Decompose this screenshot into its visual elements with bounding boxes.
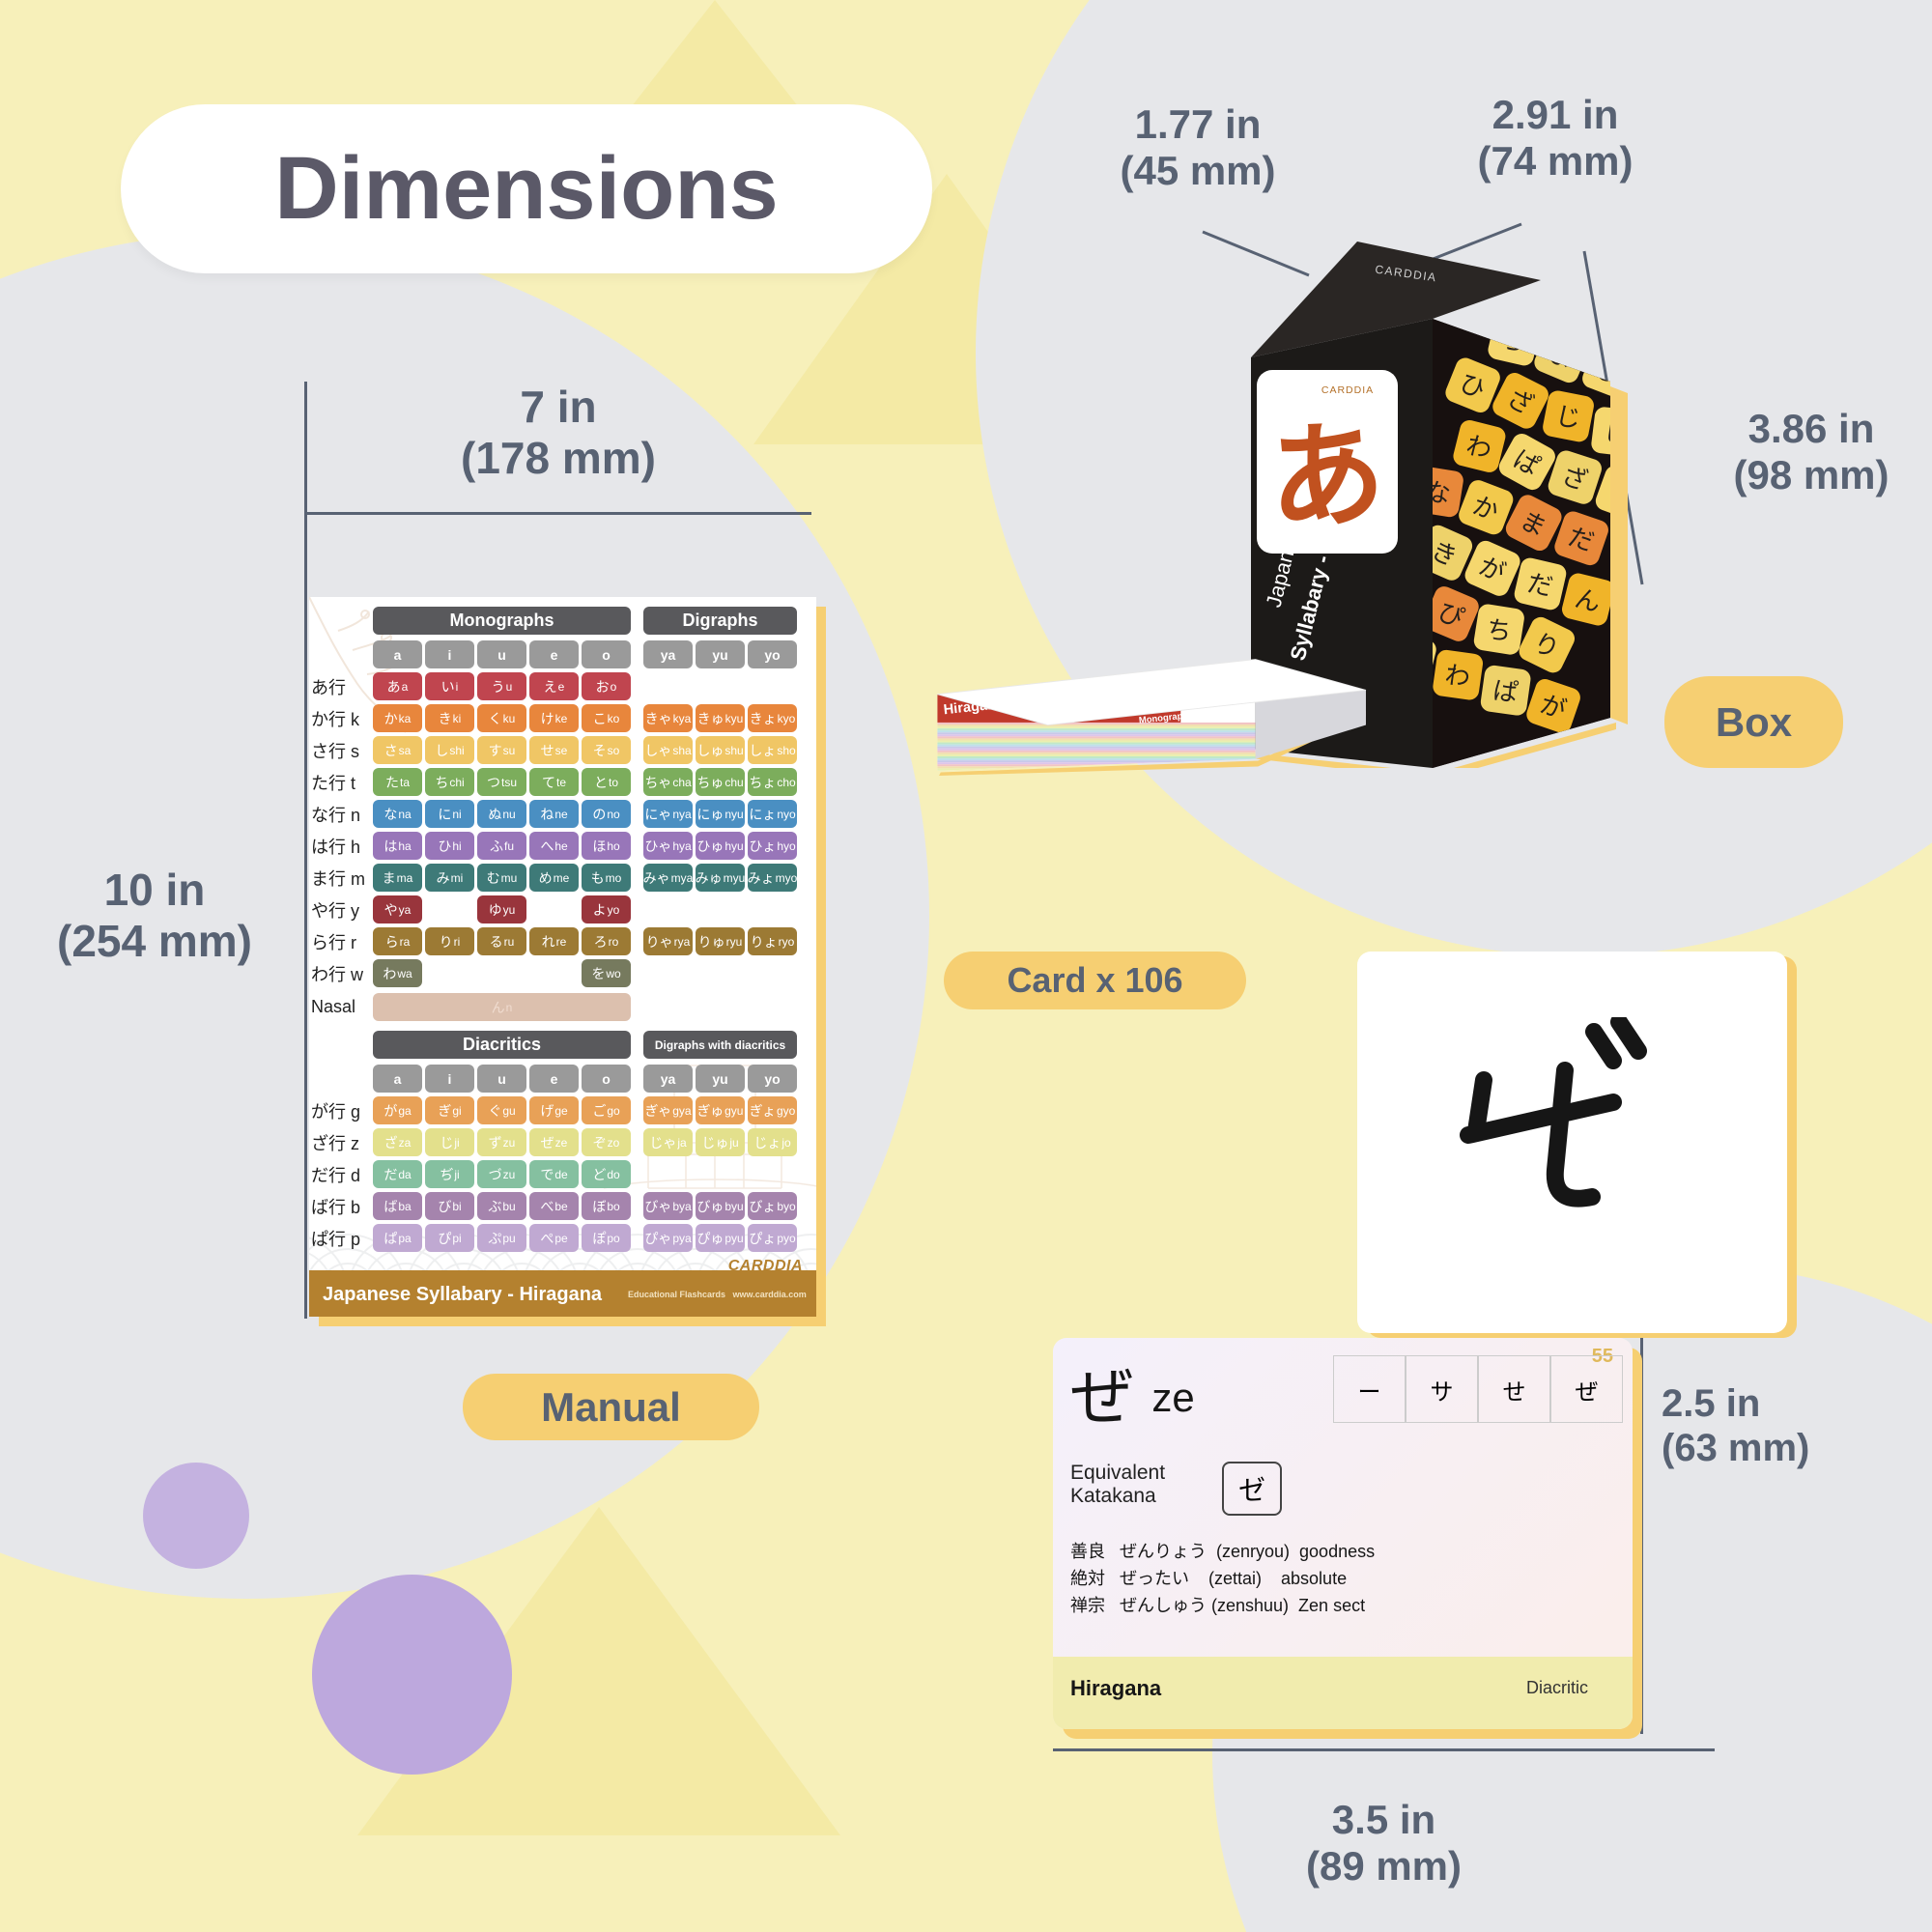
svg-text:な: な	[1537, 276, 1572, 313]
svg-text:あ: あ	[1264, 409, 1389, 546]
svg-text:に: に	[1634, 308, 1657, 344]
svg-text:Katakana: Katakana	[1069, 569, 1102, 581]
svg-text:ざ: ざ	[1641, 370, 1657, 404]
svg-text:ぱ: ぱ	[1588, 295, 1617, 327]
svg-text:ア: ア	[1121, 583, 1133, 598]
svg-text:あ a: あ a	[1000, 586, 1055, 622]
svg-text:Kanji: Kanji	[1193, 578, 1212, 588]
svg-text:CARDDIA: CARDDIA	[1321, 384, 1374, 396]
svg-text:Equivalent: Equivalent	[1069, 560, 1106, 572]
svg-text:わ: わ	[1443, 660, 1472, 692]
svg-text:ぱ: ぱ	[1492, 675, 1520, 707]
svg-text:ち: ち	[1485, 614, 1514, 647]
svg-text:Original: Original	[1193, 567, 1222, 579]
svg-text:雨: 雨	[1245, 567, 1257, 580]
